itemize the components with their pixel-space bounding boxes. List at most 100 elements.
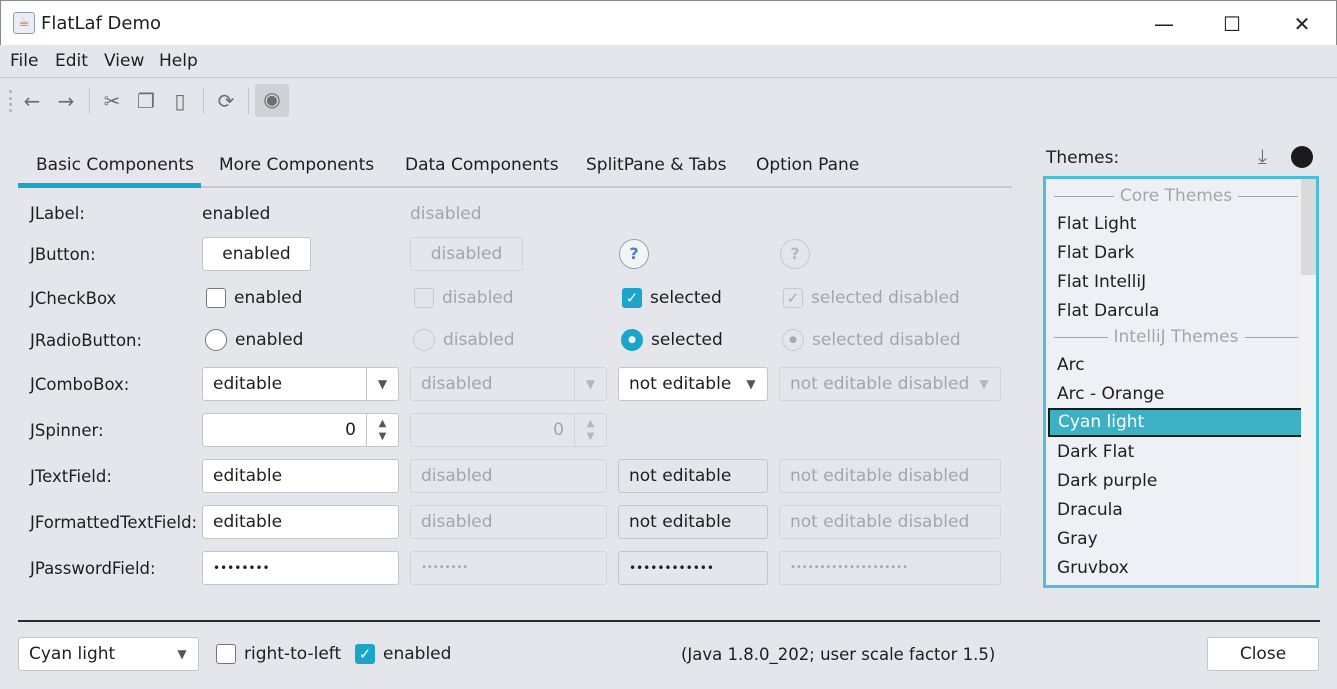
radio-circle[interactable]	[413, 329, 435, 351]
chevron-down-icon[interactable]: ▼	[177, 647, 187, 661]
combo-value: disabled	[421, 374, 493, 394]
textfield-not-editable-disabled[interactable]: not editable disabled	[779, 459, 1001, 493]
arrow-left-icon[interactable]: ←	[23, 89, 41, 113]
rtl-checkbox[interactable]: right-to-left	[216, 643, 341, 665]
theme-item-selected[interactable]: Cyan light	[1048, 408, 1303, 437]
checkbox-box[interactable]	[216, 644, 236, 664]
row-label: JButton:	[30, 245, 96, 264]
eye-icon[interactable]: ◉	[255, 84, 289, 117]
theme-item[interactable]: Dark Flat	[1057, 442, 1135, 462]
checkbox-box[interactable]	[414, 288, 434, 308]
maximize-button[interactable]: ☐	[1223, 12, 1241, 36]
close-window-button[interactable]: ✕	[1293, 12, 1311, 36]
paste-icon[interactable]: ▯	[174, 89, 186, 113]
menu-file[interactable]: File	[10, 51, 39, 71]
radio-label: selected	[651, 330, 723, 350]
menu-view[interactable]: View	[104, 51, 145, 71]
tab-basic-components[interactable]: Basic Components	[36, 155, 194, 175]
tab-data-components[interactable]: Data Components	[405, 155, 559, 175]
close-button[interactable]: Close	[1207, 637, 1319, 671]
copy-icon[interactable]: ❐	[137, 89, 155, 113]
radio-dot-icon[interactable]: ●	[621, 329, 643, 351]
theme-item[interactable]: Arc - Orange	[1057, 384, 1165, 404]
combo-not-editable-disabled[interactable]: not editable disabled ▼	[779, 367, 1001, 401]
check-icon[interactable]: ✓	[622, 288, 642, 308]
tab-more-components[interactable]: More Components	[219, 155, 375, 175]
checkbox-disabled[interactable]: disabled	[414, 287, 514, 309]
formatted-not-editable-disabled[interactable]: not editable disabled	[779, 505, 1001, 539]
button-enabled[interactable]: enabled	[202, 237, 311, 271]
chevron-down-icon[interactable]: ▼	[979, 377, 989, 391]
download-icon[interactable]: ⤓	[1258, 144, 1267, 168]
checkbox-selected[interactable]: ✓ selected	[622, 287, 722, 309]
theme-item[interactable]: Dark purple	[1057, 471, 1158, 491]
theme-item[interactable]: Gray	[1057, 529, 1098, 549]
radio-disabled[interactable]: disabled	[413, 329, 515, 351]
combo-not-editable[interactable]: not editable ▼	[618, 367, 768, 401]
combo-value: not editable disabled	[790, 374, 970, 394]
textfield-not-editable[interactable]: not editable	[618, 459, 768, 493]
github-icon[interactable]	[1291, 146, 1313, 168]
theme-item[interactable]: Flat Light	[1057, 214, 1137, 234]
password-not-editable[interactable]: ••••••••••••	[618, 551, 768, 585]
scrollbar-thumb[interactable]	[1301, 179, 1316, 275]
scrollbar[interactable]	[1301, 179, 1316, 585]
spinner-arrows-icon[interactable]: ▲ ▼	[574, 414, 606, 446]
check-icon[interactable]: ✓	[783, 288, 803, 308]
enabled-checkbox[interactable]: ✓ enabled	[355, 643, 451, 665]
formatted-disabled[interactable]: disabled	[410, 505, 607, 539]
combo-disabled[interactable]: disabled ▼	[410, 367, 607, 401]
row-label: JFormattedTextField:	[30, 513, 198, 532]
radio-circle[interactable]	[205, 329, 227, 351]
tab-splitpane-tabs[interactable]: SplitPane & Tabs	[586, 155, 727, 175]
help-button[interactable]: ?	[619, 239, 649, 269]
theme-item[interactable]: Dracula	[1057, 500, 1123, 520]
textfield-editable[interactable]: editable	[202, 459, 399, 493]
themes-list[interactable]: Core Themes Flat Light Flat Dark Flat In…	[1043, 176, 1319, 588]
password-not-editable-disabled[interactable]: ••••••••••••••••••••	[779, 551, 1001, 585]
row-label: JLabel:	[30, 204, 85, 223]
checkbox-label: disabled	[442, 288, 514, 308]
formatted-editable[interactable]: editable	[202, 505, 399, 539]
password-editable[interactable]: ••••••••	[202, 551, 399, 585]
check-icon[interactable]: ✓	[355, 644, 375, 664]
radio-selected[interactable]: ● selected	[621, 329, 723, 351]
chevron-down-icon[interactable]: ▼	[574, 368, 606, 400]
selected-tab-indicator	[18, 183, 201, 188]
spinner-enabled[interactable]: 0 ▲ ▼	[202, 413, 399, 447]
theme-item[interactable]: Gruvbox	[1057, 558, 1129, 578]
checkbox-box[interactable]	[206, 288, 226, 308]
radio-enabled[interactable]: enabled	[205, 329, 303, 351]
theme-item[interactable]: Flat IntelliJ	[1057, 272, 1147, 292]
menu-edit[interactable]: Edit	[55, 51, 88, 71]
cut-icon[interactable]: ✂	[103, 89, 121, 113]
spinner-arrows-icon[interactable]: ▲ ▼	[366, 414, 398, 446]
row-label: JComboBox:	[30, 375, 130, 394]
theme-item[interactable]: Flat Darcula	[1057, 301, 1160, 321]
radio-selected-disabled[interactable]: ● selected disabled	[782, 329, 961, 351]
theme-item[interactable]: Flat Dark	[1057, 243, 1135, 263]
menu-bar: File Edit View Help	[0, 45, 1337, 78]
arrow-right-icon[interactable]: →	[57, 89, 75, 113]
button-disabled[interactable]: disabled	[410, 237, 523, 271]
theme-item[interactable]: Arc	[1057, 355, 1085, 375]
radio-dot-icon[interactable]: ●	[782, 329, 804, 351]
tab-option-pane[interactable]: Option Pane	[756, 155, 860, 175]
combo-editable[interactable]: editable ▼	[202, 367, 399, 401]
spinner-disabled[interactable]: 0 ▲ ▼	[410, 413, 607, 447]
minimize-button[interactable]: —	[1154, 12, 1174, 36]
refresh-icon[interactable]: ⟳	[217, 89, 235, 113]
formatted-not-editable[interactable]: not editable	[618, 505, 768, 539]
textfield-disabled[interactable]: disabled	[410, 459, 607, 493]
password-disabled[interactable]: ••••••••	[410, 551, 607, 585]
checkbox-selected-disabled[interactable]: ✓ selected disabled	[783, 287, 960, 309]
chevron-down-icon[interactable]: ▼	[366, 368, 398, 400]
checkbox-enabled[interactable]: enabled	[206, 287, 302, 309]
chevron-down-icon[interactable]: ▼	[746, 377, 756, 391]
row-label: JPasswordField:	[30, 559, 156, 578]
toolbar-grip[interactable]	[9, 90, 12, 112]
menu-help[interactable]: Help	[159, 51, 198, 71]
help-button-disabled[interactable]: ?	[780, 239, 810, 269]
row-label: JSpinner:	[30, 421, 104, 440]
theme-combo[interactable]: Cyan light ▼	[18, 637, 199, 671]
